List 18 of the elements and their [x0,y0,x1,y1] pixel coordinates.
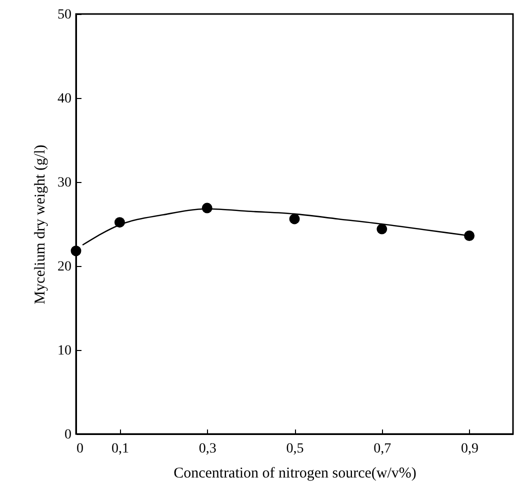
y-tick-label: 50 [58,8,72,22]
point [376,224,388,234]
y-tick-label: 10 [58,344,72,358]
y-tick-label: 30 [58,176,72,190]
x-tick-label: 0 [76,442,84,456]
y-tick-label: 0 [64,428,72,442]
y-axis-title: Mycelium dry weight (g/l) [32,144,48,304]
point [464,230,475,241]
x-tick-label: 0,7 [374,442,392,456]
point [70,246,82,256]
x-tick-label: 0,3 [198,442,216,456]
x-tick-label: 0,1 [111,442,129,456]
y-tick-label: 40 [58,92,72,106]
x-tick-label: 0,9 [461,442,479,456]
point [289,214,300,224]
y-tick-label: 20 [58,260,72,274]
x-axis-title: Concentration of nitrogen source(w/v%) [174,466,416,482]
x-tick-label: 0,5 [286,442,304,456]
